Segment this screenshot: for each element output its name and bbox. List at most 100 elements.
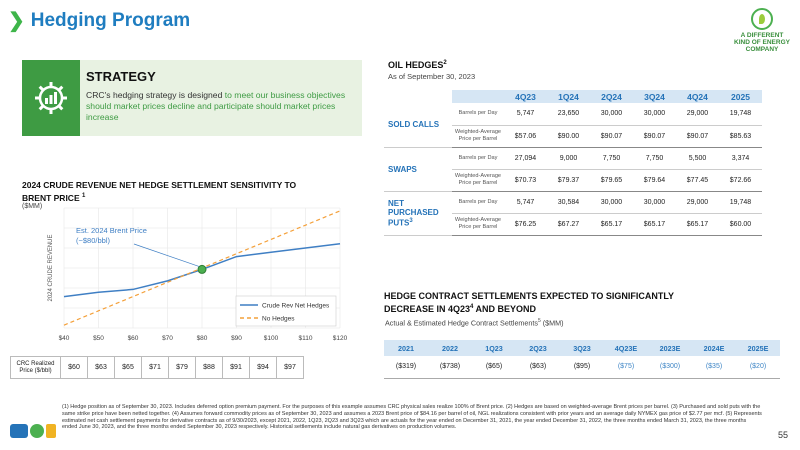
y-axis-label: 2024 CRUDE REVENUE (48, 234, 54, 301)
title-bar: ❯ Hedging Program (8, 10, 190, 32)
settlements-title: HEDGE CONTRACT SETTLEMENTS EXPECTED TO S… (384, 291, 714, 315)
x-tick-label: $110 (299, 335, 313, 342)
footnote: (1) Hedge position as of September 30, 2… (62, 404, 762, 431)
annotation-leader (133, 243, 200, 267)
strategy-panel: STRATEGY CRC's hedging strategy is desig… (22, 60, 362, 136)
oil-hedges-metric: Barrels per Day (452, 191, 504, 214)
oil-hedges-title-sup: 2 (443, 60, 447, 66)
settlements-subtitle-text: Actual & Estimated Hedge Contract Settle… (385, 318, 539, 328)
oil-hedges-cell: 9,000 (547, 147, 590, 170)
oil-hedges-cell: 7,750 (590, 147, 633, 170)
oil-hedges-row: NET PURCHASED PUTS3 Barrels per Day 5,747 3… (384, 191, 762, 236)
oil-hedges-cell: 7,750 (633, 147, 676, 170)
settlements-col-header: 1Q23 (472, 340, 516, 356)
settlements-col-header: 4Q23E (604, 340, 648, 356)
oil-hedges-metric: Barrels per Day (452, 103, 504, 126)
crc-price-cell: $71 (141, 356, 169, 379)
oil-hedges-group-text: SWAPS (388, 164, 417, 174)
oil-hedges-cell: $67.27 (547, 213, 590, 236)
oil-hedges-cell: $79.64 (633, 169, 676, 192)
sensitivity-unit: ($MM) (22, 203, 43, 210)
settlements-col-header: 2022 (428, 340, 472, 356)
oil-hedges-metric: Barrels per Day (452, 147, 504, 170)
oil-hedges-cell: 27,094 (504, 147, 547, 170)
oil-hedges-corner (384, 90, 452, 103)
oil-hedges-cell: 23,650 (547, 103, 590, 126)
settlements-header-row: 2021 2022 1Q23 2Q23 3Q23 4Q23E 2023E 2024E 2025E (384, 340, 780, 356)
settlements-cell: ($20) (736, 356, 780, 379)
x-tick-label: $100 (264, 335, 279, 342)
oil-hedges-row: SOLD CALLS Barrels per Day 5,747 23,650 30,0… (384, 103, 762, 148)
page-title: Hedging Program (30, 10, 191, 31)
chevron-right-icon: ❯ (8, 10, 25, 32)
leaf-icon (751, 8, 773, 30)
oil-hedges-cell: $90.07 (676, 125, 719, 148)
annotation-line1: Est. 2024 Brent Price (76, 226, 147, 235)
oil-hedges-col-header: 2025 (719, 90, 762, 103)
logo-text: A DIFFERENT KIND OF ENERGY COMPANY (734, 32, 790, 53)
oil-hedges-cell: $79.37 (547, 169, 590, 192)
oil-hedges-group-label: SWAPS (384, 147, 452, 192)
settlements-title-a: HEDGE CONTRACT SETTLEMENTS EXPECTED TO S… (384, 291, 674, 314)
oil-hedges-metric: Weighted-Average Price per Barrel (452, 169, 504, 192)
oil-hedges-cell: 3,374 (719, 147, 762, 170)
settlements-col-header: 2Q23 (516, 340, 560, 356)
x-tick-label: $80 (197, 335, 208, 342)
logo-shape-icon (10, 424, 28, 438)
oil-hedges-cell: 5,747 (504, 191, 547, 214)
oil-hedges-cell: $57.06 (504, 125, 547, 148)
oil-hedges-cell: $76.25 (504, 213, 547, 236)
oil-hedges-group-sup: 3 (409, 217, 413, 224)
oil-hedges-col-header: 1Q24 (547, 90, 590, 103)
settlements-cell: ($319) (384, 356, 428, 379)
oil-hedges-col-header: 4Q23 (504, 90, 547, 103)
oil-hedges-title-text: OIL HEDGES (388, 60, 444, 70)
x-tick-label: $70 (162, 335, 173, 342)
sensitivity-chart: 2024 CRUDE REVENUE $40 $50 $60 $70 $80 $90 $100… (48, 207, 348, 342)
settlements-cell: ($95) (560, 356, 604, 379)
oil-hedges-cell: 19,748 (719, 191, 762, 214)
settlements-col-header: 3Q23 (560, 340, 604, 356)
oil-hedges-cell: 30,000 (590, 103, 633, 126)
settlements-cell: ($75) (604, 356, 648, 379)
sensitivity-title-text: 2024 CRUDE REVENUE NET HEDGE SETTLEMENT … (22, 180, 297, 203)
oil-hedges-row: Weighted-Average Price per Barrel $57.06 $… (384, 125, 762, 148)
oil-hedges-cell: $90.00 (547, 125, 590, 148)
oil-hedges-cell: $77.45 (676, 169, 719, 192)
settlements-subtitle-unit: ($MM) (540, 318, 564, 328)
settlements-col-header: 2023E (648, 340, 692, 356)
crc-price-cell: $97 (276, 356, 304, 379)
oil-hedges-row: Weighted-Average Price per Barrel $76.25 $… (384, 213, 762, 236)
oil-hedges-metric: Weighted-Average Price per Barrel (452, 125, 504, 148)
logo-shape-icon (46, 424, 56, 438)
oil-hedges-cell: $70.73 (504, 169, 547, 192)
crc-price-cell: $60 (60, 356, 88, 379)
crc-price-cell: $65 (114, 356, 142, 379)
x-tick-label: $60 (128, 335, 139, 342)
legend-box (235, 295, 337, 327)
settlements-cell: ($63) (516, 356, 560, 379)
x-tick-label: $50 (93, 335, 104, 342)
oil-hedges-row: SWAPS Barrels per Day 27,094 9,000 7,750 7,75… (384, 147, 762, 192)
crc-price-cell: $79 (168, 356, 196, 379)
page-number: 55 (777, 430, 788, 440)
strategy-text-highlight: to meet our business objectives should m… (86, 90, 346, 122)
oil-hedges-cell: 30,000 (590, 191, 633, 214)
oil-hedges-cell: 5,500 (676, 147, 719, 170)
oil-hedges-corner (452, 90, 504, 103)
settlements-value-row: ($319) ($738) ($65) ($63) ($95) ($75) ($300) ($… (384, 356, 780, 379)
strategy-title: STRATEGY (86, 69, 156, 84)
sensitivity-title: 2024 CRUDE REVENUE NET HEDGE SETTLEMENT … (22, 180, 322, 204)
company-logo: A DIFFERENT KIND OF ENERGY COMPANY (734, 8, 790, 58)
oil-hedges-col-header: 2Q24 (590, 90, 633, 103)
sensitivity-title-sup: 1 (82, 193, 86, 199)
crc-price-cell: $91 (222, 356, 250, 379)
oil-hedges-cell: $60.00 (719, 213, 762, 236)
x-tick-label: $120 (333, 335, 348, 342)
oil-hedges-group-text: SOLD CALLS (388, 120, 440, 130)
crc-price-cell: $88 (195, 356, 223, 379)
oil-hedges-cell: 30,000 (633, 191, 676, 214)
oil-hedges-cell: 5,747 (504, 103, 547, 126)
oil-hedges-cell: 30,584 (547, 191, 590, 214)
settlements-col-header: 2025E (736, 340, 780, 356)
